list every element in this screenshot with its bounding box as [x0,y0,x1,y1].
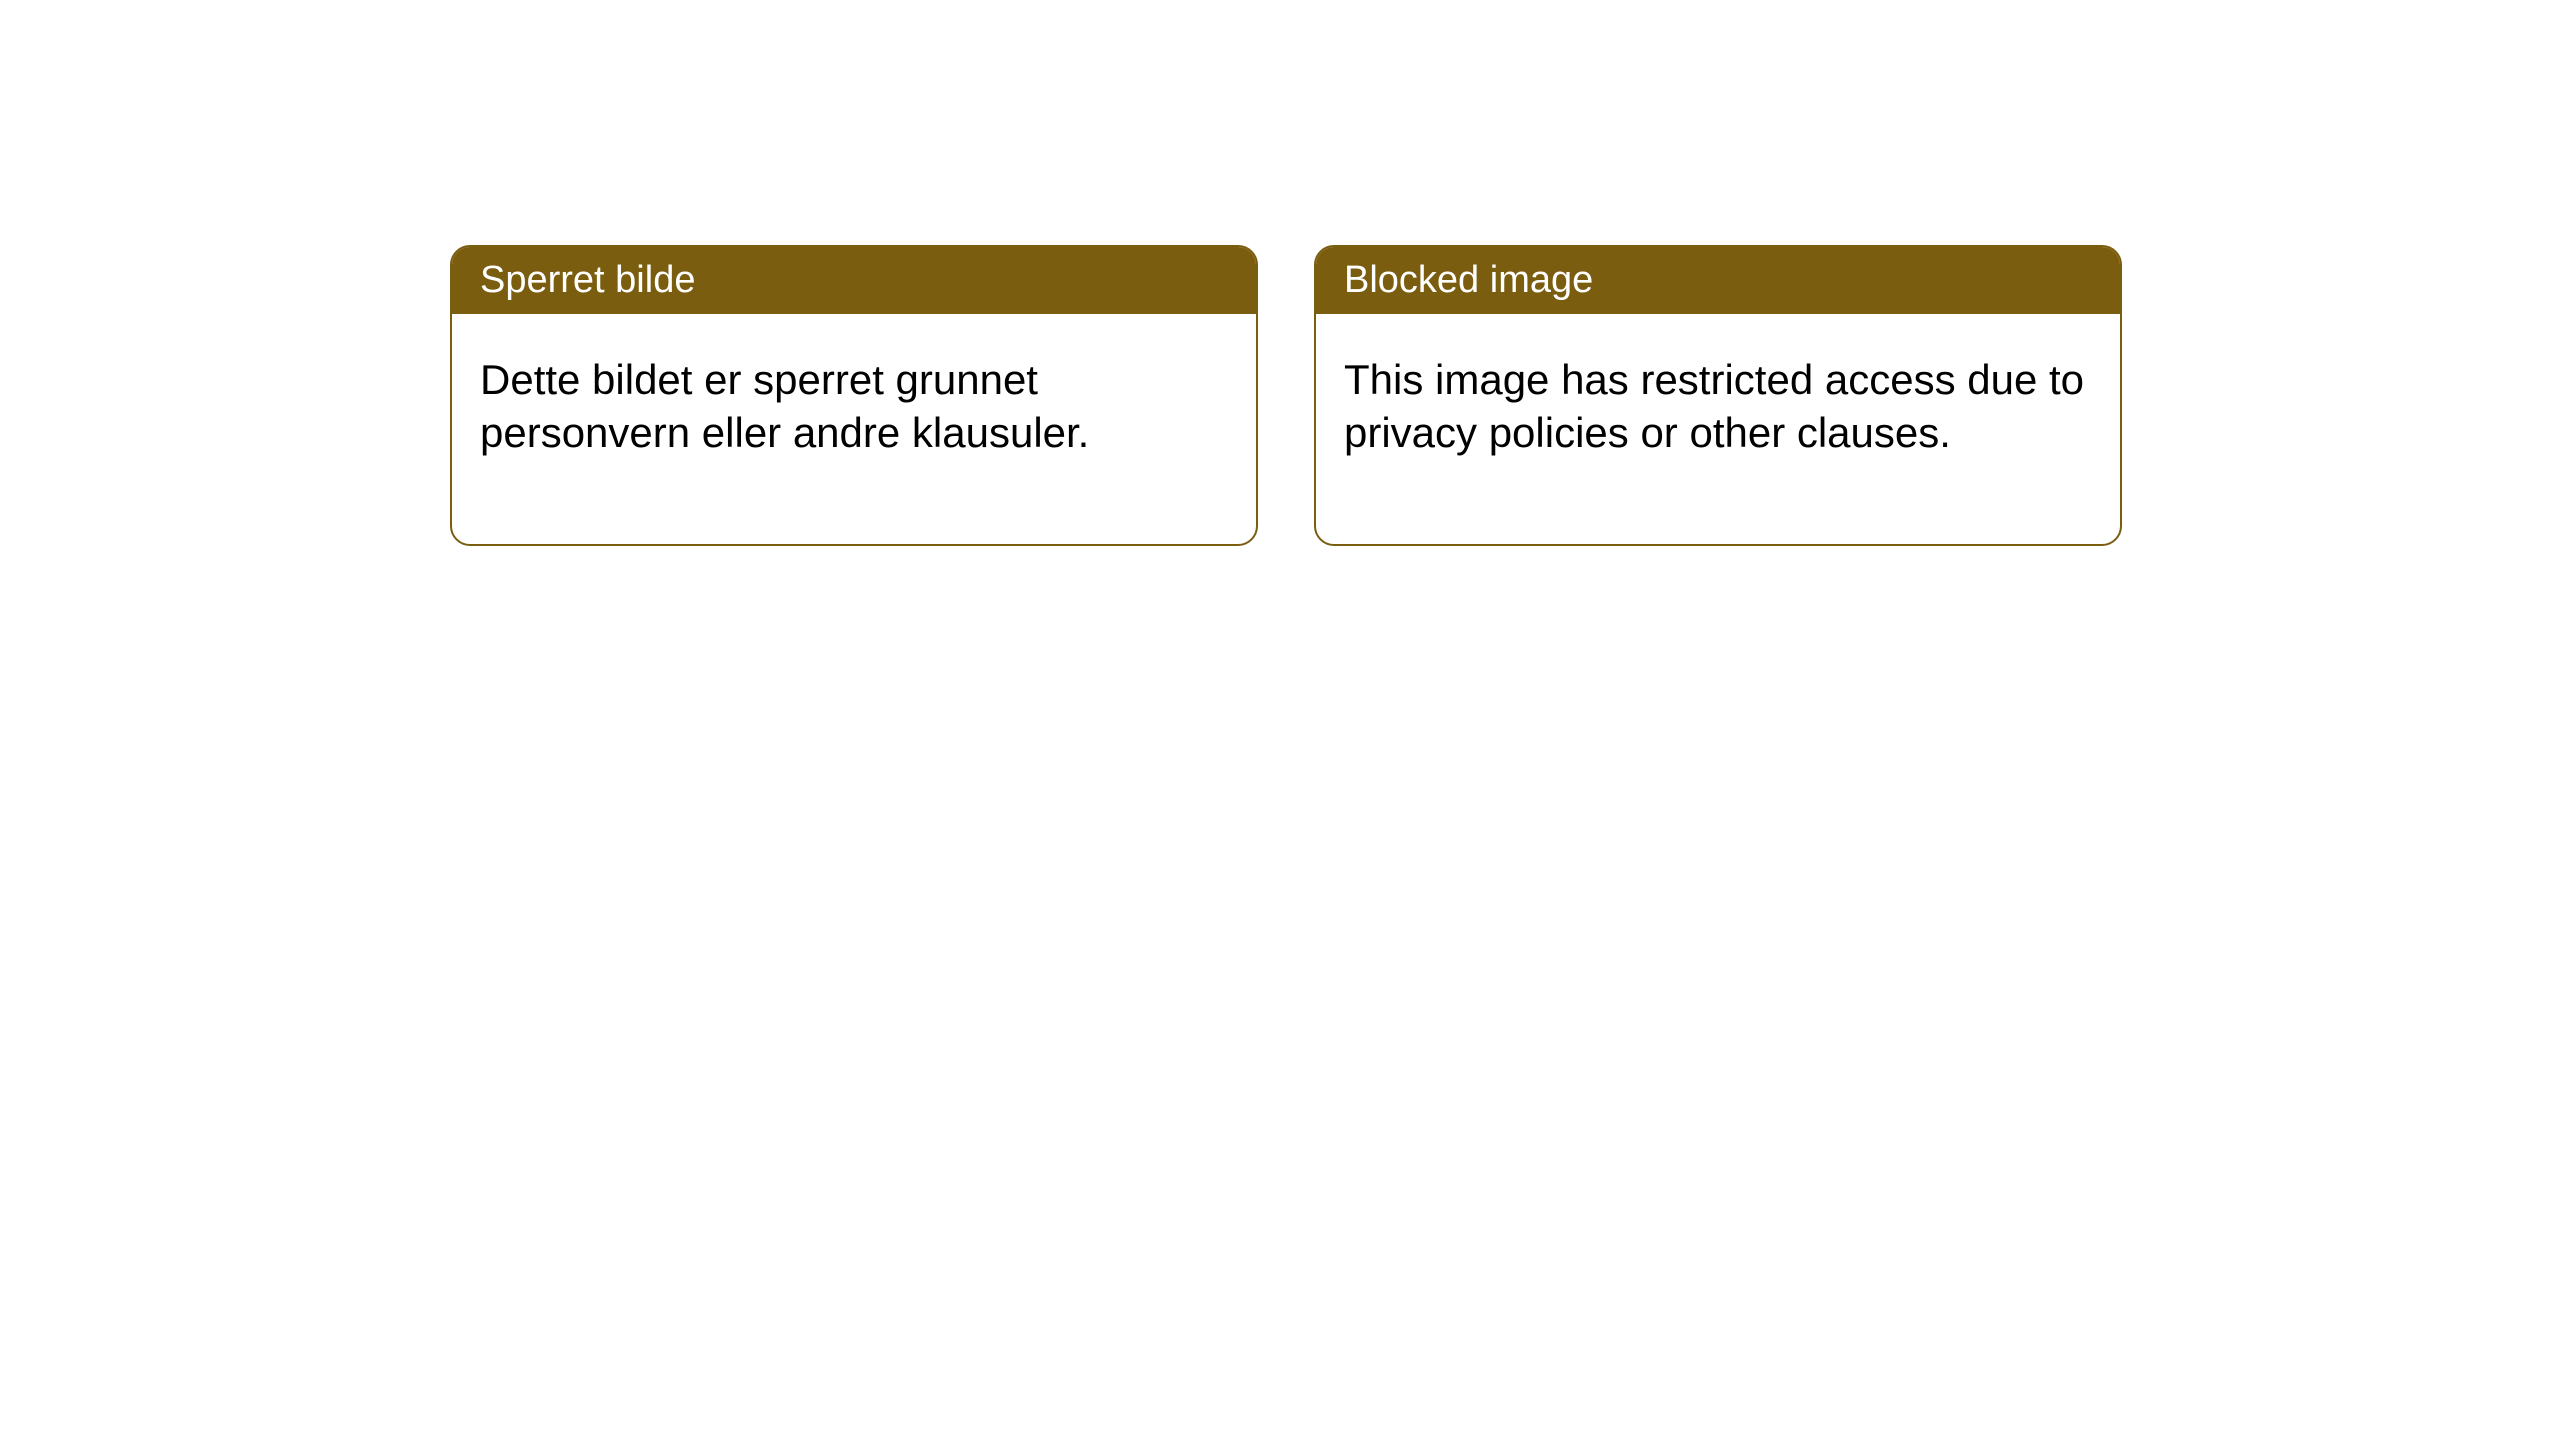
card-body-english: This image has restricted access due to … [1316,314,2120,544]
card-header-norwegian: Sperret bilde [452,247,1256,314]
card-body-norwegian: Dette bildet er sperret grunnet personve… [452,314,1256,544]
notice-card-norwegian: Sperret bilde Dette bildet er sperret gr… [450,245,1258,546]
notice-card-english: Blocked image This image has restricted … [1314,245,2122,546]
card-header-english: Blocked image [1316,247,2120,314]
notice-cards-container: Sperret bilde Dette bildet er sperret gr… [0,0,2560,546]
